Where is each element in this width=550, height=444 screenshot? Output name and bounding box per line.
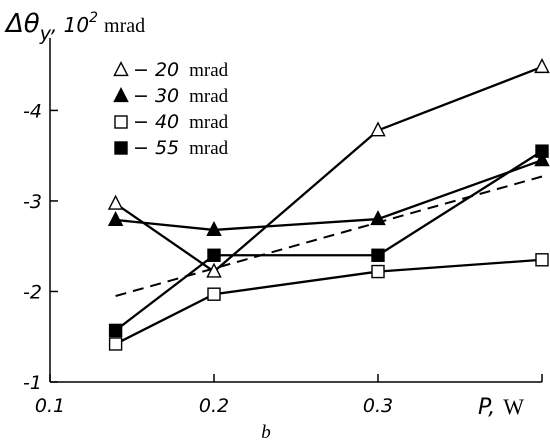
- point-30-2: [370, 210, 386, 226]
- axes: [49, 38, 542, 383]
- point-40-2: [371, 264, 385, 279]
- point-30-1: [206, 220, 222, 237]
- legend-marker-20: [113, 61, 129, 77]
- y-tick-label: -4: [23, 100, 42, 122]
- legend-marker-30: [113, 87, 129, 103]
- tick-labels: 0.1 0.2 0.3 -1 -2 -3 -4: [23, 100, 393, 417]
- point-20-0: [107, 194, 124, 210]
- point-20-1: [206, 262, 222, 278]
- data-markers: [107, 57, 550, 351]
- legend-marker-40: [114, 115, 128, 129]
- point-55-1: [207, 248, 221, 262]
- point-30-0: [107, 210, 124, 227]
- x-tick-label: 0.3: [363, 395, 393, 417]
- series-line-20: [114, 65, 543, 274]
- point-20-2: [370, 121, 386, 137]
- legend-label-40: − 40 mrad: [133, 111, 229, 133]
- point-55-3: [535, 144, 549, 158]
- series-line-40: [115, 258, 543, 346]
- legend-label-20: − 20 mrad: [133, 59, 229, 81]
- x-tick-label: 0.2: [199, 395, 229, 417]
- point-40-0: [108, 337, 123, 351]
- legend-label-55: − 55 mrad: [133, 137, 229, 159]
- tick-marks: [49, 109, 543, 383]
- point-20-3: [534, 57, 550, 74]
- point-55-2: [371, 248, 385, 262]
- legend-marker-55: [114, 141, 128, 155]
- point-30-3: [534, 151, 550, 167]
- y-axis-label: Δθy, 102 mrad: [4, 9, 145, 45]
- y-tick-label: -3: [23, 191, 42, 213]
- point-40-1: [207, 287, 221, 301]
- series-line-55: [114, 150, 543, 332]
- series-line-30: [115, 159, 543, 232]
- series-lines: [114, 65, 543, 346]
- point-40-3: [535, 253, 549, 267]
- point-55-0: [108, 323, 123, 338]
- y-tick-label: -1: [23, 372, 42, 394]
- x-axis-label: P, W: [478, 394, 524, 420]
- panel-label: b: [261, 422, 271, 443]
- legend-label-30: − 30 mrad: [133, 85, 229, 107]
- legend: − 20 mrad − 30 mrad − 40 mrad − 55 mrad: [113, 59, 229, 159]
- y-tick-label: -2: [23, 281, 42, 303]
- x-tick-label: 0.1: [35, 395, 65, 417]
